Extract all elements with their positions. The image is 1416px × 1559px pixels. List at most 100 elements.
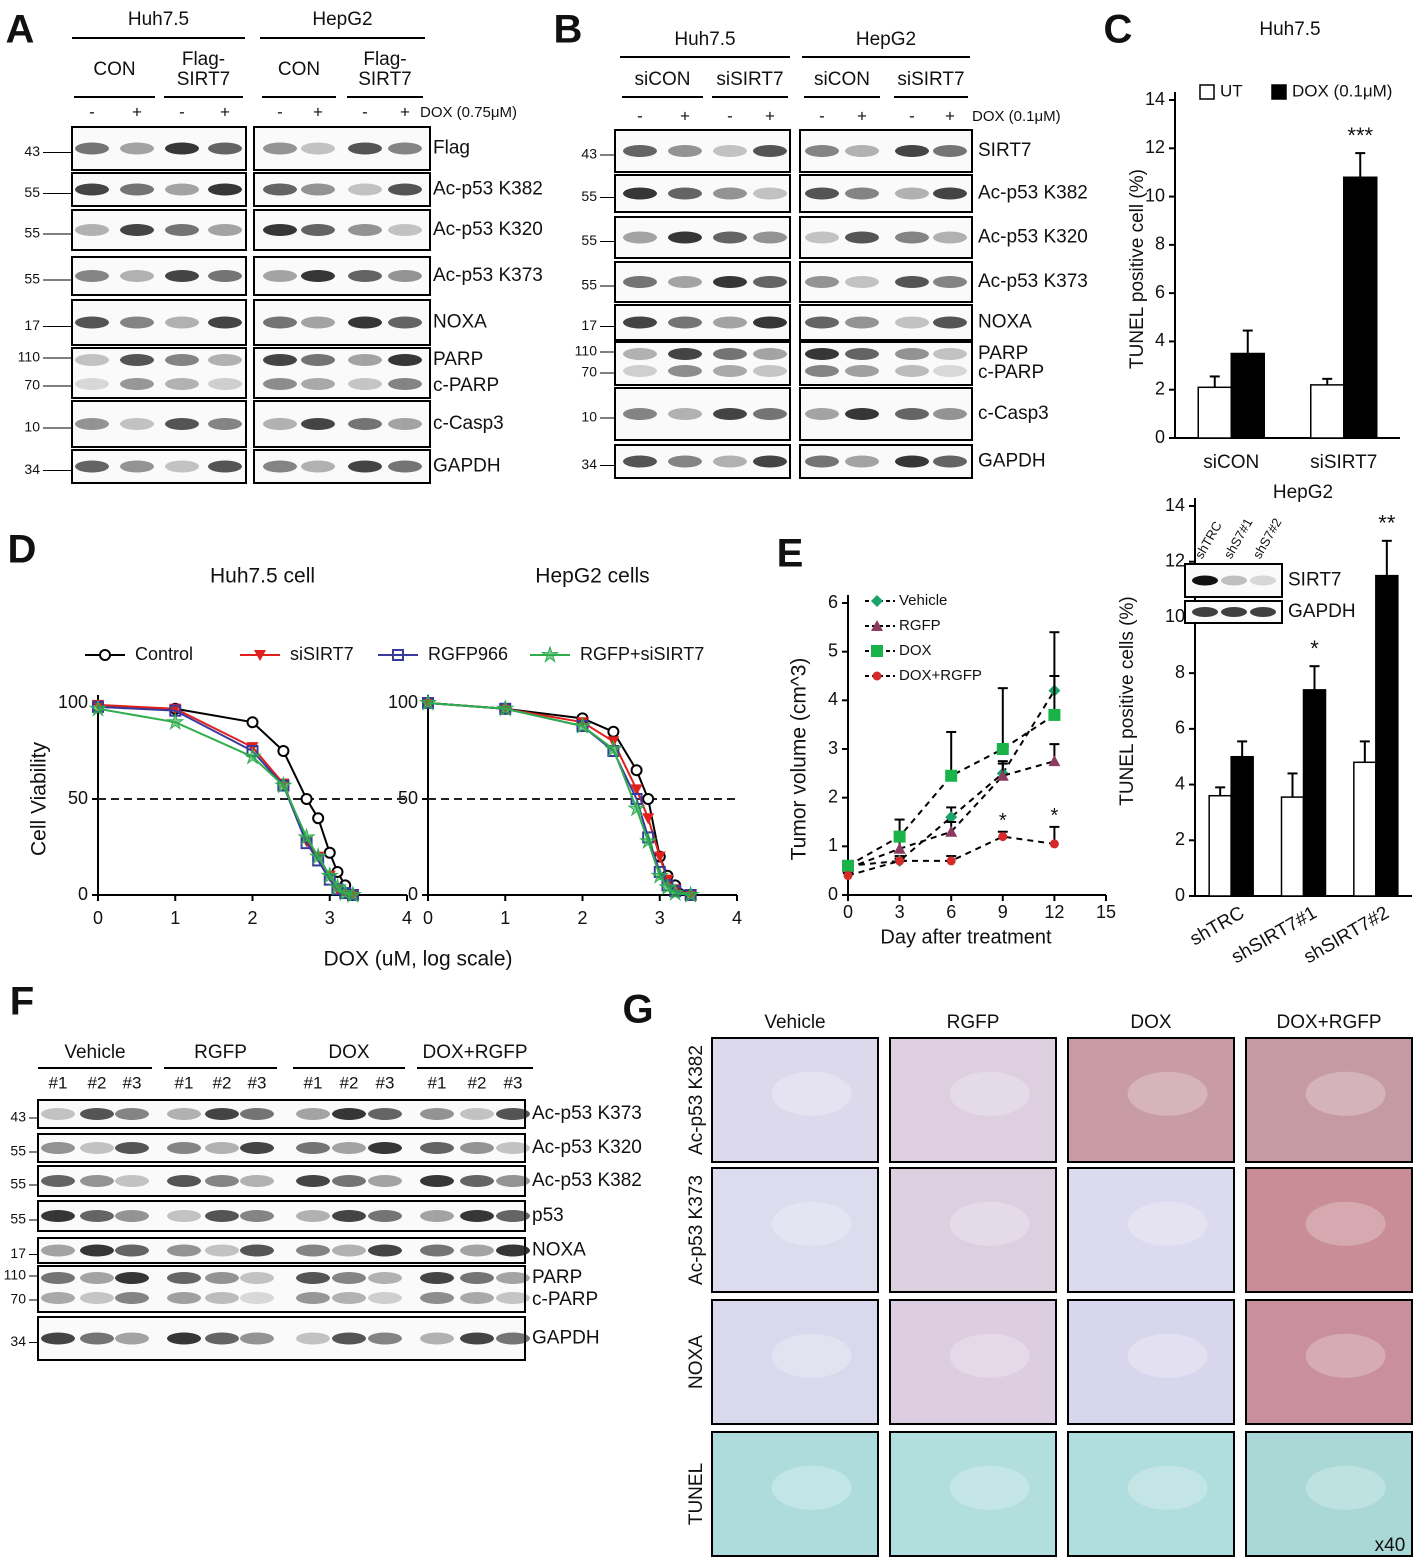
band (332, 1142, 366, 1154)
mw-label: 55 (24, 184, 40, 200)
band (420, 1332, 454, 1345)
band (301, 224, 335, 236)
band (753, 145, 787, 157)
y-tick-label: 4 (828, 689, 838, 709)
band (301, 316, 335, 329)
band (263, 224, 297, 236)
lane-label: - (362, 102, 368, 121)
micrograph-texture (771, 1465, 852, 1510)
row-label: GAPDH (1288, 601, 1356, 622)
blot-box (253, 400, 431, 448)
band (332, 1292, 366, 1304)
band (805, 365, 839, 377)
condition-label: Flag- (182, 49, 225, 70)
mw-label: 10 (581, 409, 597, 425)
row-label: PARP (433, 349, 483, 370)
micrograph (889, 1431, 1057, 1557)
group-label: Huh7.5 (128, 9, 189, 30)
marker (243, 747, 262, 765)
lane-label: #1 (175, 1073, 194, 1092)
y-axis-label: TUNEL positive cell (%) (1127, 169, 1148, 369)
band (805, 145, 839, 157)
legend-label: RGFP+siSIRT7 (580, 644, 704, 664)
band (845, 365, 879, 377)
band (753, 348, 787, 360)
marker (642, 793, 655, 805)
band (368, 1292, 402, 1304)
bar (1280, 796, 1305, 897)
band (80, 1108, 114, 1120)
band (805, 348, 839, 360)
band (165, 378, 199, 390)
marker (254, 650, 266, 661)
band (165, 142, 199, 155)
mw-label: 110 (575, 343, 598, 359)
band (895, 231, 929, 244)
band (332, 1175, 366, 1187)
marker (320, 866, 339, 884)
row-label: NOXA (686, 1335, 707, 1389)
marker (871, 620, 883, 631)
band (296, 1142, 330, 1154)
band (713, 276, 747, 288)
band (460, 1175, 494, 1187)
marker (666, 883, 685, 901)
legend-label: RGFP966 (428, 644, 508, 664)
band (348, 354, 382, 366)
mw-label: 55 (581, 232, 597, 248)
blot-box (37, 1265, 526, 1313)
band (120, 142, 154, 155)
marker (300, 793, 313, 805)
band (420, 1272, 454, 1284)
band (805, 231, 839, 244)
row-label: c-PARP (433, 375, 499, 396)
condition-label: SIRT7 (177, 69, 231, 90)
panel-letter: F (10, 980, 34, 1024)
band (623, 365, 657, 377)
micrograph (1245, 1167, 1413, 1293)
row-label: Ac-p53 K373 (686, 1175, 707, 1285)
marker (627, 798, 646, 817)
band (167, 1272, 201, 1284)
marker (274, 775, 293, 794)
y-tick-label: 10 (1165, 606, 1185, 626)
marker (540, 645, 560, 663)
row-label: PARP (978, 343, 1028, 364)
lane-label: #3 (123, 1073, 142, 1092)
band (805, 455, 839, 468)
micrograph (1067, 1431, 1235, 1557)
blot-box (799, 261, 973, 303)
band (301, 354, 335, 366)
band (205, 1272, 239, 1284)
row-label: GAPDH (978, 451, 1046, 472)
band (420, 1142, 454, 1154)
mw-label: 34 (24, 461, 40, 477)
band (332, 1272, 366, 1284)
band (388, 418, 422, 430)
band (120, 316, 154, 329)
band (80, 1244, 114, 1257)
series-line (97, 705, 354, 896)
y-tick-label: 6 (828, 592, 838, 612)
band (75, 354, 109, 366)
band (208, 316, 242, 329)
x-tick-label: 2 (577, 908, 587, 928)
lane-label: - (909, 106, 915, 125)
band (165, 183, 199, 196)
column-label: RGFP (947, 1012, 1000, 1033)
condition-label: Flag- (363, 49, 406, 70)
lane-label: + (220, 102, 230, 121)
band (460, 1292, 494, 1304)
y-tick-label: 8 (1175, 662, 1185, 682)
row-label: GAPDH (532, 1328, 600, 1349)
significance-label: * (1310, 636, 1319, 661)
row-label: c-Casp3 (978, 403, 1049, 424)
group-label: Vehicle (64, 1042, 125, 1063)
lane-label: + (945, 106, 955, 125)
lane-label: #3 (248, 1073, 267, 1092)
x-tick-label: 12 (1044, 902, 1064, 922)
band (933, 455, 967, 468)
marker (630, 784, 643, 796)
series-line (847, 690, 1056, 867)
row-label: NOXA (433, 312, 487, 333)
